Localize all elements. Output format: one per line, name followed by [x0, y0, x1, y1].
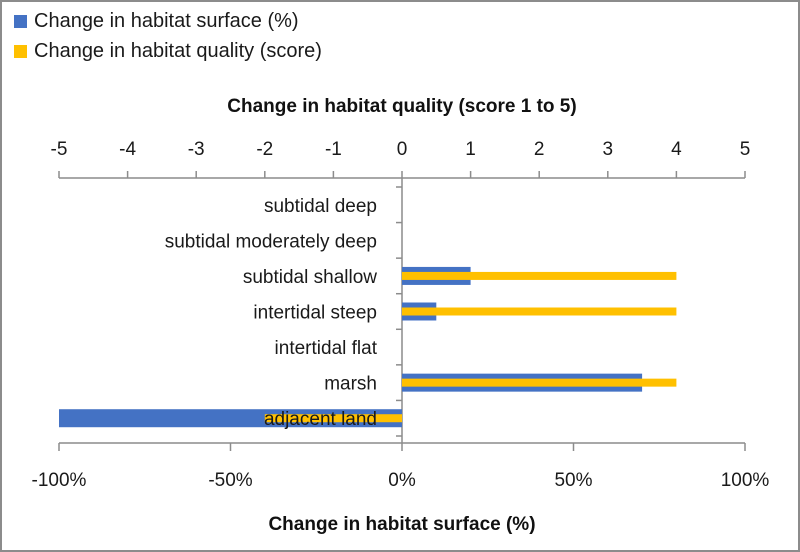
legend: Change in habitat surface (%) Change in …: [14, 6, 322, 66]
legend-label-quality: Change in habitat quality (score): [34, 39, 322, 62]
top-axis-title: Change in habitat quality (score 1 to 5): [227, 96, 576, 117]
legend-swatch-surface: [14, 14, 27, 28]
bar-surface: [59, 409, 402, 428]
bar-quality: [402, 307, 677, 316]
top-axis-tick-label: 5: [740, 139, 751, 160]
category-label: subtidal moderately deep: [165, 231, 377, 252]
top-axis-tick-label: -4: [119, 139, 136, 160]
category-label: intertidal steep: [253, 303, 377, 324]
legend-item-surface: Change in habitat surface (%): [14, 6, 322, 36]
bottom-axis-title: Change in habitat surface (%): [268, 514, 535, 535]
bar-quality: [402, 378, 677, 387]
bar-quality: [402, 271, 677, 280]
legend-label-surface: Change in habitat surface (%): [34, 9, 299, 32]
legend-item-quality: Change in habitat quality (score): [14, 36, 322, 66]
category-label: adjacent land: [264, 409, 377, 430]
top-axis-tick-label: -2: [256, 139, 273, 160]
top-axis-tick-label: 4: [671, 139, 682, 160]
top-axis-tick-label: 3: [603, 139, 614, 160]
bottom-axis-tick-label: -100%: [32, 470, 87, 491]
top-axis-tick-label: -3: [188, 139, 205, 160]
category-label: marsh: [324, 374, 377, 395]
top-axis-tick-label: 0: [397, 139, 408, 160]
top-axis-tick-label: -5: [51, 139, 68, 160]
category-label: intertidal flat: [275, 338, 378, 359]
bottom-axis-tick-label: 0%: [388, 470, 416, 491]
bottom-axis-tick-label: 50%: [554, 470, 592, 491]
bottom-axis-tick-label: -50%: [208, 470, 252, 491]
top-axis-tick-label: 1: [465, 139, 476, 160]
legend-swatch-quality: [14, 44, 27, 58]
bottom-axis-tick-label: 100%: [721, 470, 770, 491]
category-label: subtidal deep: [264, 196, 377, 217]
top-axis-tick-label: -1: [325, 139, 342, 160]
bar-quality: [264, 414, 402, 423]
top-axis-tick-label: 2: [534, 139, 545, 160]
category-label: subtidal shallow: [243, 267, 377, 288]
